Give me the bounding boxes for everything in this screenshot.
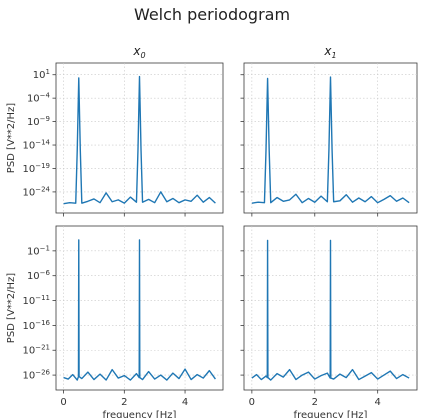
y-tick-label: 10−11 xyxy=(22,294,50,307)
psd-series-line xyxy=(251,239,410,381)
x-tick-label: 0 xyxy=(249,397,255,408)
y-tick-label: 10−26 xyxy=(22,369,50,382)
x-axis-label: frequency [Hz] xyxy=(294,410,368,418)
subplot-bottom-left: 0 2 4 10−1 10−6 10−11 10−16 10−21 10−26 frequency… xyxy=(6,225,224,418)
psd-series-line xyxy=(63,239,216,381)
figure-title: Welch periodogram xyxy=(134,5,290,24)
y-tick-label: 10−6 xyxy=(27,269,51,282)
psd-series-line xyxy=(63,75,216,205)
y-tick-label: 10−16 xyxy=(22,319,50,332)
x-tick-label: 0 xyxy=(60,397,66,408)
psd-series-line xyxy=(251,76,410,204)
y-tick-label: 10−24 xyxy=(22,185,50,198)
y-tick-label: 10−1 xyxy=(27,244,50,257)
subplot-top-left: 101 10−4 10−9 10−14 10−19 10−24 x0 PSD [V**2/Hz… xyxy=(6,44,224,217)
subplot-top-right: x1 xyxy=(240,44,418,217)
y-tick-label: 10−21 xyxy=(22,344,50,357)
x-tick-label: 2 xyxy=(121,397,127,408)
x-tick-label: 4 xyxy=(374,397,380,408)
y-tick-label: 10−9 xyxy=(27,115,50,128)
x-axis-label: frequency [Hz] xyxy=(103,410,177,418)
subplot-title: x1 xyxy=(323,44,336,60)
y-tick-label: 10−19 xyxy=(22,162,50,175)
y-axis-label: PSD [V**2/Hz] xyxy=(6,273,17,343)
x-tick-label: 4 xyxy=(182,397,188,408)
y-tick-label: 10−14 xyxy=(22,139,50,152)
subplot-title: x0 xyxy=(132,44,145,60)
y-axis-label: PSD [V**2/Hz] xyxy=(6,103,17,173)
x-tick-label: 2 xyxy=(312,397,318,408)
subplot-bottom-right: 0 2 4 frequency [Hz] xyxy=(240,225,418,418)
y-tick-label: 10−4 xyxy=(27,92,51,105)
y-tick-label: 101 xyxy=(33,68,50,81)
